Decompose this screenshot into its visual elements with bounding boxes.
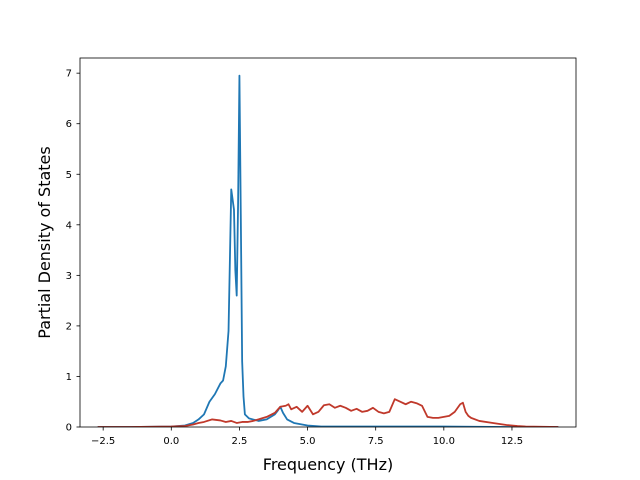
y-tick-label: 7	[66, 69, 72, 80]
plot-frame	[79, 57, 577, 428]
y-tick-label: 6	[66, 119, 72, 130]
x-axis-title: Frequency (THz)	[263, 455, 393, 474]
series-line-1	[97, 74, 559, 427]
y-tick-label: 2	[66, 321, 72, 332]
x-tick-label: 10.0	[433, 436, 455, 447]
y-axis: 0 1 2 3 4 5 6 7	[66, 69, 80, 434]
x-tick-label: 0.0	[163, 436, 179, 447]
x-tick-label: 7.5	[368, 436, 384, 447]
x-tick-label: 5.0	[300, 436, 316, 447]
plot-area	[97, 74, 559, 427]
x-tick-label: 12.5	[501, 436, 523, 447]
series-line-2	[97, 398, 559, 427]
x-axis: −2.5 0.0 2.5 5.0 7.5 10.0 12.5	[91, 427, 523, 447]
y-tick-label: 4	[66, 220, 72, 231]
y-tick-label: 1	[66, 372, 72, 383]
y-tick-label: 3	[66, 271, 72, 282]
y-axis-title: Partial Density of States	[35, 146, 54, 338]
y-tick-label: 0	[66, 423, 72, 434]
x-tick-label: −2.5	[91, 436, 115, 447]
x-tick-label: 2.5	[231, 436, 247, 447]
y-tick-label: 5	[66, 170, 72, 181]
